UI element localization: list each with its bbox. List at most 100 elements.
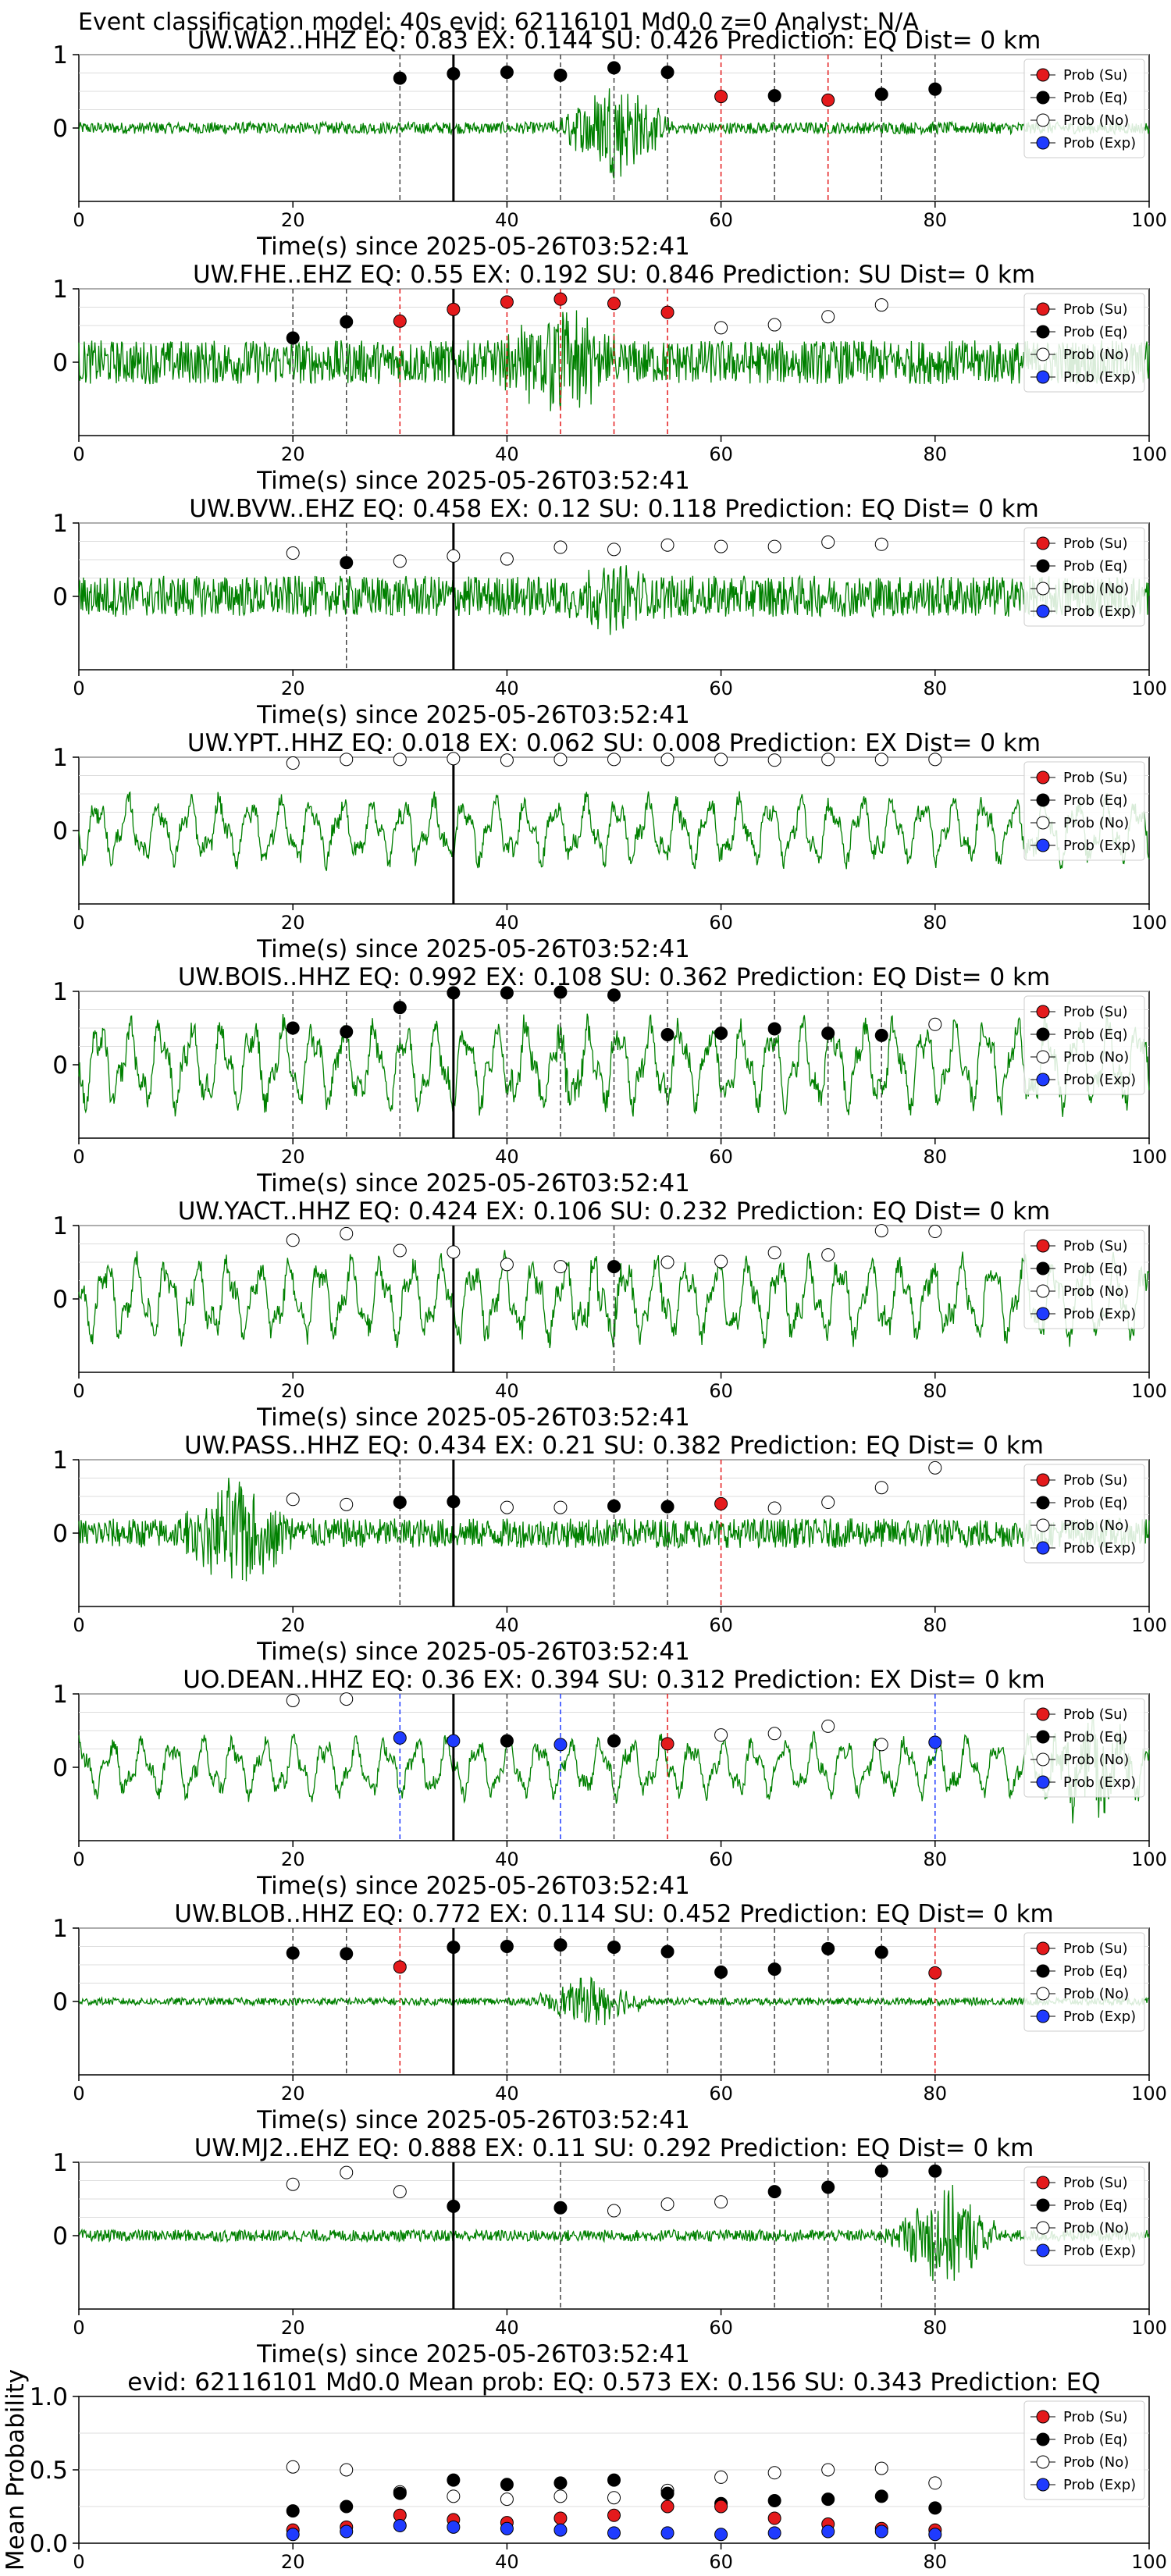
panel-uw-pass--hhz: UW.PASS..HHZ EQ: 0.434 EX: 0.21 SU: 0.38… <box>52 1432 1167 1666</box>
mean-point-su <box>767 2511 781 2525</box>
prob-point-su <box>553 292 568 306</box>
x-tick-label: 60 <box>709 1146 733 1168</box>
mean-point-eq <box>340 2500 354 2514</box>
waveform-trace <box>78 1478 1150 1582</box>
prob-point-no <box>821 1496 835 1510</box>
legend-marker <box>1036 1518 1050 1532</box>
prob-point-no <box>874 1224 888 1238</box>
legend-label: Prob (No) <box>1063 1049 1129 1066</box>
panel-uw-mj2--ehz: UW.MJ2..EHZ EQ: 0.888 EX: 0.11 SU: 0.292… <box>52 2134 1167 2368</box>
prob-point-no <box>821 753 835 767</box>
waveform-trace <box>78 1976 1150 2026</box>
x-axis-label: Time(s) since 2025-05-26T03:52:41 <box>256 2106 690 2134</box>
prob-point-eq <box>286 1021 300 1035</box>
x-tick-label: 60 <box>709 1848 733 1870</box>
prob-point-no <box>286 1233 300 1247</box>
prob-point-eq <box>340 315 354 329</box>
y-tick-label: 1 <box>52 1212 68 1240</box>
prob-point-no <box>821 1719 835 1733</box>
legend-marker <box>1036 347 1050 361</box>
x-tick-label: 0 <box>73 209 84 231</box>
legend-marker <box>1036 1284 1050 1298</box>
prob-point-eq <box>821 2180 835 2194</box>
x-tick-label: 80 <box>924 2551 948 2573</box>
panel-uw-fhe--ehz: UW.FHE..EHZ EQ: 0.55 EX: 0.192 SU: 0.846… <box>52 261 1167 495</box>
x-tick-label: 80 <box>924 1146 948 1168</box>
prob-point-no <box>767 318 781 332</box>
legend-label: Prob (Exp) <box>1063 369 1136 386</box>
prob-point-no <box>340 2165 354 2179</box>
mean-point-no <box>607 2491 621 2505</box>
legend-marker <box>1036 2455 1050 2469</box>
y-tick-label: 1 <box>52 1915 68 1943</box>
y-tick-label: 0.5 <box>30 2457 68 2485</box>
prob-point-eq <box>340 556 354 570</box>
prob-point-su <box>714 90 728 104</box>
x-tick-label: 100 <box>1131 2083 1167 2105</box>
prob-point-eq <box>553 1938 568 1952</box>
prob-point-no <box>607 543 621 557</box>
panel-uw-blob--hhz: UW.BLOB..HHZ EQ: 0.772 EX: 0.114 SU: 0.4… <box>52 1900 1167 2134</box>
prob-point-no <box>500 1500 514 1514</box>
legend-marker <box>1036 1496 1050 1510</box>
x-tick-label: 0 <box>73 1380 84 1402</box>
prob-point-eq <box>607 61 621 75</box>
legend-box <box>1023 1464 1145 1564</box>
legend-marker <box>1036 91 1050 105</box>
prob-point-no <box>714 2195 728 2209</box>
y-tick-label: 1 <box>52 978 68 1006</box>
mean-point-eq <box>393 2486 407 2500</box>
mean-point-su <box>553 2511 568 2525</box>
legend-label: Prob (No) <box>1063 581 1129 597</box>
x-tick-label: 20 <box>281 678 305 699</box>
x-tick-label: 100 <box>1131 1146 1167 1168</box>
legend-marker <box>1036 1941 1050 1955</box>
prob-point-eq <box>553 985 568 999</box>
prob-point-su <box>500 295 514 309</box>
mean-point-no <box>928 2476 942 2490</box>
prob-point-eq <box>874 1945 888 1959</box>
legend-box <box>1023 761 1145 861</box>
legend-box <box>1023 293 1145 393</box>
legend-label: Prob (Eq) <box>1063 90 1128 106</box>
prob-point-eq <box>607 1940 621 1954</box>
x-tick-label: 40 <box>495 1614 519 1636</box>
mean-point-eq <box>660 2486 674 2500</box>
legend-label: Prob (Eq) <box>1063 1963 1128 1980</box>
x-tick-label: 100 <box>1131 1848 1167 1870</box>
x-tick-label: 60 <box>709 443 733 465</box>
x-tick-label: 100 <box>1131 912 1167 934</box>
x-tick-label: 0 <box>73 2551 84 2573</box>
prob-point-eq <box>447 1940 461 1954</box>
legend-marker <box>1036 1005 1050 1019</box>
x-tick-label: 80 <box>924 2083 948 2105</box>
legend-marker <box>1036 838 1050 852</box>
legend-label: Prob (Su) <box>1063 770 1128 786</box>
mean-point-no <box>500 2492 514 2507</box>
prob-point-no <box>874 753 888 767</box>
y-axis-label: Mean Probability <box>2 2369 30 2571</box>
prob-point-eq <box>607 1260 621 1274</box>
x-tick-label: 20 <box>281 209 305 231</box>
legend-label: Prob (Eq) <box>1063 1261 1128 1277</box>
x-tick-label: 60 <box>709 2083 733 2105</box>
prob-point-no <box>340 1692 354 1706</box>
x-tick-label: 20 <box>281 1146 305 1168</box>
legend-marker <box>1036 113 1050 127</box>
legend-label: Prob (Su) <box>1063 2409 1128 2425</box>
prob-point-su <box>660 305 674 319</box>
waveform-trace <box>78 565 1150 635</box>
figure-title: Event classification model: 40s evid: 62… <box>78 9 919 36</box>
mean-point-exp <box>286 2528 300 2542</box>
panel-uw-bvw--ehz: UW.BVW..EHZ EQ: 0.458 EX: 0.12 SU: 0.118… <box>52 495 1167 729</box>
prob-point-no <box>660 2197 674 2211</box>
legend-label: Prob (Su) <box>1063 67 1128 84</box>
prob-point-no <box>447 549 461 563</box>
prob-point-eq <box>393 1496 407 1510</box>
prob-point-no <box>607 2204 621 2218</box>
legend-marker <box>1036 136 1050 150</box>
legend-label: Prob (Eq) <box>1063 1729 1128 1745</box>
mean-point-su <box>660 2500 674 2514</box>
prob-point-no <box>500 1258 514 1272</box>
legend-label: Prob (Su) <box>1063 1706 1128 1723</box>
